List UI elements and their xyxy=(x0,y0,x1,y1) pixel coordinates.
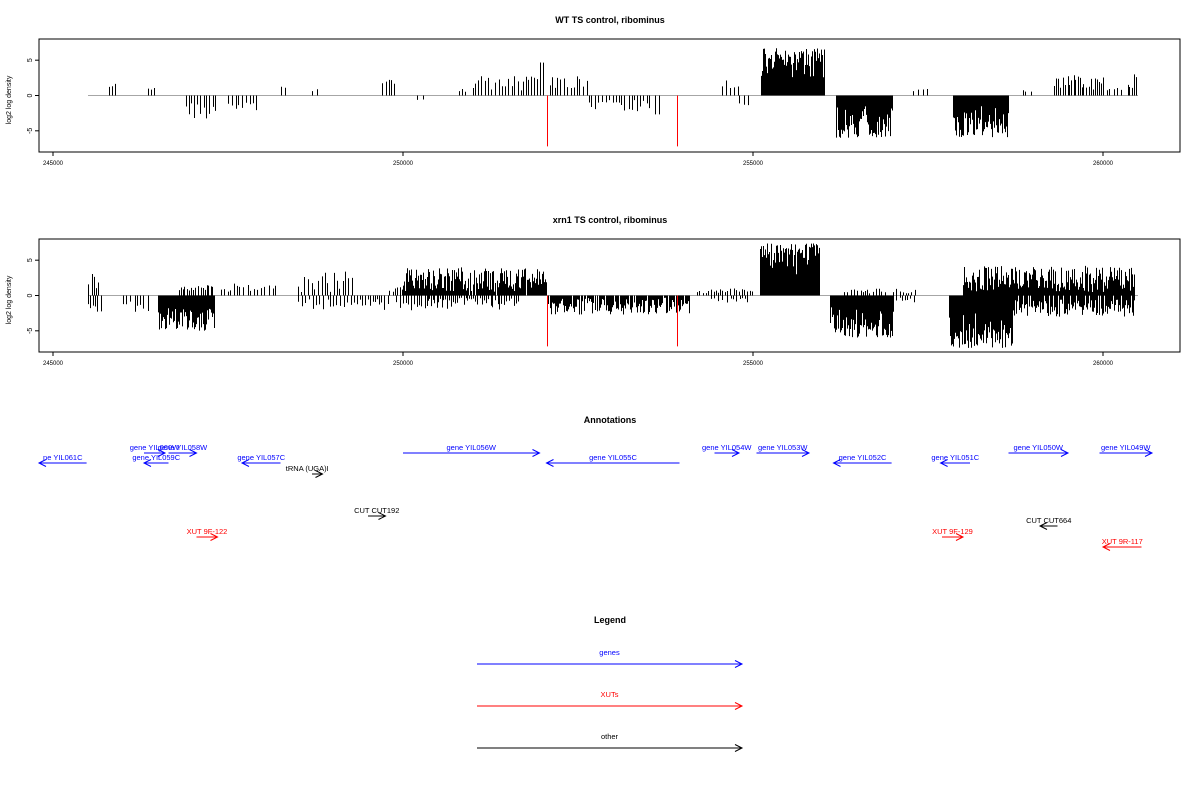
annotation-arrow xyxy=(240,459,281,467)
annotation-arrow xyxy=(37,459,87,467)
y-tick-label: -5 xyxy=(27,128,34,134)
annotation-arrow xyxy=(942,533,965,541)
annotation-label: ne YIL061C xyxy=(43,453,83,462)
x-tick-label: 260000 xyxy=(1093,161,1114,167)
annotation-label: XUT 9F-129 xyxy=(932,527,973,536)
annotation-label: CUT CUT192 xyxy=(354,506,399,515)
annotation-label: gene YIL055C xyxy=(589,453,637,462)
xrn1-track-title: xrn1 TS control, ribominus xyxy=(553,215,668,225)
annotation-arrow xyxy=(168,449,198,457)
legend-label: other xyxy=(601,732,619,741)
annotation-label: XUT 9R-117 xyxy=(1102,537,1143,546)
x-tick-label: 245000 xyxy=(43,361,64,367)
annotation-label: gene YIL053W xyxy=(758,443,808,452)
annotation-arrow xyxy=(312,470,324,478)
legend-label: genes xyxy=(599,648,620,657)
legend-panel: Legend genes XUTs other xyxy=(477,615,744,752)
annotation-label: CUT CUT664 xyxy=(1026,516,1071,525)
annotation-arrow xyxy=(756,449,811,457)
annotation-label: gene YIL058W xyxy=(158,443,208,452)
annotation-arrow xyxy=(196,533,219,541)
wt-track-panel: WT TS control, ribominus log2 log densit… xyxy=(6,15,1181,167)
y-tick-label: 5 xyxy=(27,258,34,262)
y-tick-label: 0 xyxy=(27,93,34,97)
legend-title: Legend xyxy=(594,615,626,625)
annotations-title: Annotations xyxy=(584,415,637,425)
annotation-label: gene YIL049W xyxy=(1101,443,1151,452)
annotation-arrow xyxy=(832,459,892,467)
wt-track-marks xyxy=(88,48,1138,147)
wt-track-title: WT TS control, ribominus xyxy=(555,15,665,25)
annotation-arrow xyxy=(142,459,169,467)
x-tick-label: 255000 xyxy=(743,161,764,167)
annotation-arrow xyxy=(1008,449,1070,457)
annotation-arrow xyxy=(403,449,541,457)
xrn1-track-axes: -5 0 5 245000 250000 255000 260000 xyxy=(27,258,1114,367)
annotation-arrow xyxy=(939,459,970,467)
annotation-arrow xyxy=(368,512,387,520)
legend-arrow xyxy=(477,660,744,668)
annotation-label: gene YIL052C xyxy=(839,453,887,462)
annotation-label: XUT 9F-122 xyxy=(187,527,228,536)
annotation-label: gene YIL051C xyxy=(931,453,979,462)
wt-track-ylabel: log2 log density xyxy=(6,75,13,124)
annotation-arrow xyxy=(545,459,680,467)
xrn1-track-ylabel: log2 log density xyxy=(6,275,13,324)
annotation-arrow xyxy=(714,449,741,457)
x-tick-label: 255000 xyxy=(743,361,764,367)
legend-items: genes XUTs other xyxy=(477,648,744,752)
x-tick-label: 250000 xyxy=(393,161,414,167)
wt-track-axes: -5 0 5 245000 250000 255000 260000 xyxy=(27,58,1114,167)
annotation-label: tRNA (UGA)I xyxy=(286,464,329,473)
annotation-label: gene YIL057C xyxy=(237,453,285,462)
x-tick-label: 260000 xyxy=(1093,361,1114,367)
xrn1-track-marks xyxy=(88,243,1138,348)
annotation-label: gene YIL050W xyxy=(1014,443,1064,452)
xrn1-track-panel: xrn1 TS control, ribominus log2 log dens… xyxy=(6,215,1181,367)
annotation-arrow xyxy=(1099,449,1154,457)
y-tick-label: 0 xyxy=(27,293,34,297)
annotation-label: gene YIL059C xyxy=(132,453,180,462)
annotation-arrow xyxy=(1101,543,1142,551)
legend-arrow xyxy=(477,702,744,710)
y-tick-label: 5 xyxy=(27,58,34,62)
legend-arrow xyxy=(477,744,744,752)
x-tick-label: 250000 xyxy=(393,361,414,367)
annotation-arrow xyxy=(1038,522,1058,530)
x-tick-label: 245000 xyxy=(43,161,64,167)
y-tick-label: -5 xyxy=(27,328,34,334)
legend-label: XUTs xyxy=(601,690,619,699)
annotation-arrow xyxy=(144,449,167,457)
annotation-label: gene YIL056W xyxy=(447,443,497,452)
annotation-label: gene YIL060W xyxy=(130,443,180,452)
annotation-label: gene YIL054W xyxy=(702,443,752,452)
